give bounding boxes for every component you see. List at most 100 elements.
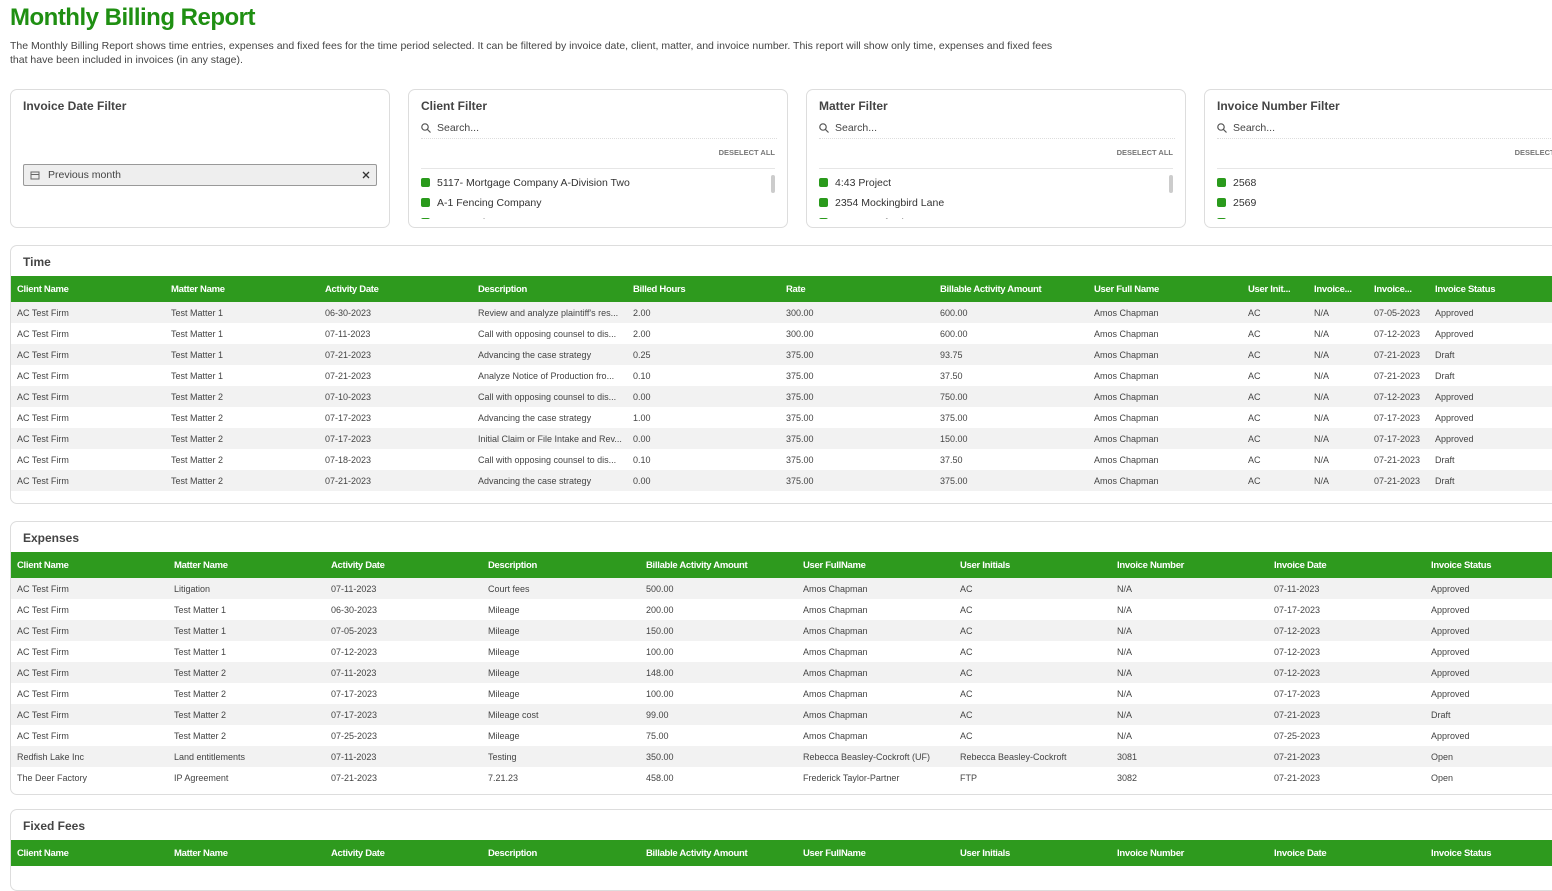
table-cell: N/A bbox=[1117, 605, 1133, 615]
checkbox[interactable] bbox=[819, 198, 828, 207]
table-cell: Test Matter 1 bbox=[171, 308, 224, 318]
deselect-all-button[interactable]: DESELECT ALL bbox=[718, 148, 775, 157]
column-header[interactable]: Billable Activity Amount bbox=[646, 848, 748, 859]
column-header[interactable]: Client Name bbox=[17, 560, 69, 571]
clear-icon[interactable] bbox=[362, 171, 370, 179]
column-header[interactable]: Description bbox=[488, 560, 537, 571]
table-cell: 07-21-2023 bbox=[1274, 710, 1321, 720]
table-cell: 07-11-2023 bbox=[1274, 584, 1320, 594]
filter-option[interactable]: 2570 bbox=[1217, 217, 1256, 219]
filter-option[interactable]: 2568 bbox=[1217, 177, 1256, 189]
table-cell: AC bbox=[1248, 350, 1261, 360]
column-header[interactable]: Billable Activity Amount bbox=[646, 560, 748, 571]
table-row: AC Test Firm Test Matter 1 07-21-2023 Advan… bbox=[11, 344, 1552, 365]
table-cell: Test Matter 2 bbox=[171, 476, 224, 486]
search-box[interactable]: Search... bbox=[1217, 122, 1552, 139]
list-filter-card: Matter Filter Search... DESELECT ALL 4:43 P… bbox=[806, 89, 1186, 228]
table-cell: AC Test Firm bbox=[17, 434, 69, 444]
filter-option[interactable]: AC Test Firm bbox=[421, 217, 497, 219]
table-cell: 375.00 bbox=[786, 434, 814, 444]
column-header[interactable]: Matter Name bbox=[171, 284, 225, 295]
checkbox[interactable] bbox=[421, 218, 430, 219]
checkbox[interactable] bbox=[1217, 178, 1226, 187]
table-cell: 07-18-2023 bbox=[325, 455, 372, 465]
table-cell: Advancing the case strategy bbox=[478, 350, 592, 360]
search-box[interactable]: Search... bbox=[819, 122, 1175, 139]
filter-option[interactable]: 2569 bbox=[1217, 197, 1256, 209]
column-header[interactable]: Matter Name bbox=[174, 848, 228, 859]
option-label: 4:43 Project bbox=[835, 177, 892, 189]
column-header[interactable]: User Initials bbox=[960, 848, 1010, 859]
column-header[interactable]: Invoice Number bbox=[1117, 560, 1185, 571]
table-cell: AC bbox=[960, 647, 973, 657]
column-header[interactable]: Rate bbox=[786, 284, 806, 295]
table-cell: 07-17-2023 bbox=[1374, 434, 1421, 444]
checkbox[interactable] bbox=[819, 218, 828, 219]
column-header[interactable]: Client Name bbox=[17, 848, 69, 859]
page: Monthly Billing Report The Monthly Billi… bbox=[10, 4, 1552, 891]
table-cell: Test Matter 1 bbox=[171, 329, 224, 339]
checkbox[interactable] bbox=[421, 198, 430, 207]
table-cell: 458.00 bbox=[646, 773, 674, 783]
table-cell: 07-11-2023 bbox=[331, 752, 377, 762]
column-header[interactable]: Activity Date bbox=[331, 560, 385, 571]
column-header[interactable]: User FullName bbox=[803, 848, 866, 859]
column-header[interactable]: Invoice Date bbox=[1274, 560, 1327, 571]
column-header[interactable]: Client Name bbox=[17, 284, 69, 295]
table-cell: Amos Chapman bbox=[1094, 392, 1159, 402]
table-cell: N/A bbox=[1117, 710, 1133, 720]
checkbox[interactable] bbox=[1217, 218, 1226, 219]
table-cell: Draft bbox=[1435, 350, 1455, 360]
search-box[interactable]: Search... bbox=[421, 122, 777, 139]
column-header[interactable]: User Init... bbox=[1248, 284, 1291, 295]
table-cell: 07-21-2023 bbox=[325, 476, 372, 486]
table-cell: 100.00 bbox=[646, 647, 674, 657]
column-header[interactable]: Invoice... bbox=[1374, 284, 1412, 295]
table-cell: The Deer Factory bbox=[17, 773, 88, 783]
date-chip[interactable]: Previous month bbox=[23, 164, 377, 186]
filter-option[interactable]: 4:43 Project bbox=[819, 177, 891, 189]
column-header[interactable]: Activity Date bbox=[331, 848, 385, 859]
column-header[interactable]: User Initials bbox=[960, 560, 1010, 571]
table-cell: 07-21-2023 bbox=[1274, 752, 1321, 762]
deselect-all-button[interactable]: DESELECT ALL bbox=[1116, 148, 1173, 157]
column-header[interactable]: Description bbox=[478, 284, 527, 295]
table-cell: AC Test Firm bbox=[17, 668, 69, 678]
filter-option[interactable]: 5003-3-Defective Toy bbox=[819, 217, 934, 219]
checkbox[interactable] bbox=[819, 178, 828, 187]
filter-list: 5117- Mortgage Company A-Division Two A-1… bbox=[421, 168, 775, 219]
filter-title: Invoice Date Filter bbox=[23, 99, 127, 113]
table-cell: Amos Chapman bbox=[1094, 413, 1159, 423]
table-cell: AC bbox=[960, 626, 973, 636]
column-header[interactable]: Invoice Number bbox=[1117, 848, 1185, 859]
table-cell: 07-12-2023 bbox=[1274, 668, 1321, 678]
column-header[interactable]: User FullName bbox=[803, 560, 866, 571]
table-cell: 0.25 bbox=[633, 350, 651, 360]
column-header[interactable]: Description bbox=[488, 848, 537, 859]
column-header[interactable]: Invoice Status bbox=[1435, 284, 1496, 295]
column-header[interactable]: Matter Name bbox=[174, 560, 228, 571]
column-header[interactable]: Billable Activity Amount bbox=[940, 284, 1042, 295]
table-cell: 600.00 bbox=[940, 308, 968, 318]
column-header[interactable]: Invoice Status bbox=[1431, 560, 1492, 571]
column-header[interactable]: Invoice Status bbox=[1431, 848, 1492, 859]
table-cell: AC Test Firm bbox=[17, 710, 69, 720]
table-cell: 375.00 bbox=[786, 455, 814, 465]
table-cell: Call with opposing counsel to dis... bbox=[478, 329, 617, 339]
checkbox[interactable] bbox=[421, 178, 430, 187]
column-header[interactable]: Invoice Date bbox=[1274, 848, 1327, 859]
column-header[interactable]: Activity Date bbox=[325, 284, 379, 295]
filter-option[interactable]: A-1 Fencing Company bbox=[421, 197, 541, 209]
filter-option[interactable]: 5117- Mortgage Company A-Division Two bbox=[421, 177, 630, 189]
table-cell: AC Test Firm bbox=[17, 731, 69, 741]
deselect-all-button[interactable]: DESELECT ALL bbox=[1514, 148, 1552, 157]
report-title: Monthly Billing Report bbox=[10, 4, 255, 31]
filter-option[interactable]: 2354 Mockingbird Lane bbox=[819, 197, 944, 209]
checkbox[interactable] bbox=[1217, 198, 1226, 207]
table-cell: Open bbox=[1431, 773, 1454, 783]
column-header[interactable]: Billed Hours bbox=[633, 284, 686, 295]
column-header[interactable]: Invoice... bbox=[1314, 284, 1352, 295]
table-cell: Amos Chapman bbox=[803, 689, 868, 699]
table-cell: 07-17-2023 bbox=[1274, 605, 1321, 615]
column-header[interactable]: User Full Name bbox=[1094, 284, 1159, 295]
